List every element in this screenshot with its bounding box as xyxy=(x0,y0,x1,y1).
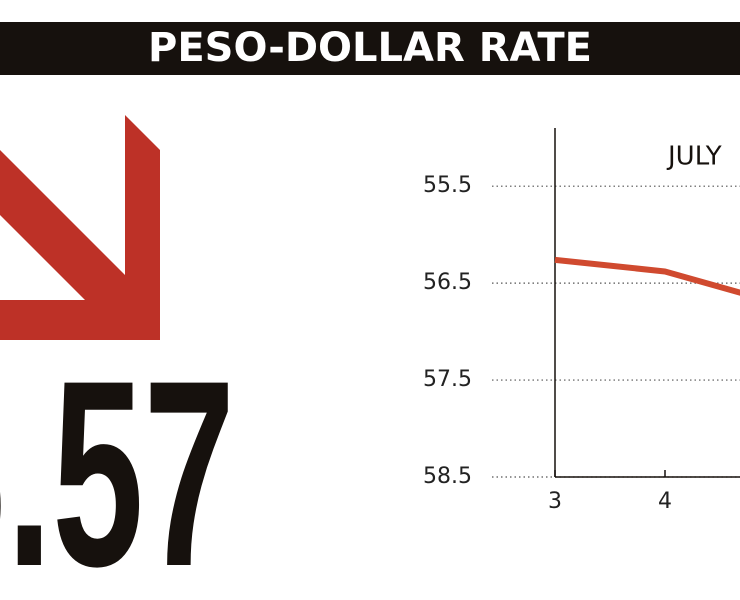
y-tick-label: 58.5 xyxy=(423,464,472,489)
headline-value: 56.57 xyxy=(0,325,235,600)
y-tick-label: 55.5 xyxy=(423,173,472,198)
down-arrow xyxy=(0,115,160,340)
y-tick-label: 57.5 xyxy=(423,367,472,392)
y-tick-label: 56.5 xyxy=(423,270,472,295)
data-line xyxy=(554,256,740,296)
headline-group: 56.57 xyxy=(0,325,235,600)
chart-title: PESO-DOLLAR RATE xyxy=(148,25,592,71)
title-bar xyxy=(0,22,740,75)
x-tick-label: 3 xyxy=(548,489,562,514)
x-tick-label: 4 xyxy=(658,489,672,514)
month-label: JULY xyxy=(666,142,722,172)
